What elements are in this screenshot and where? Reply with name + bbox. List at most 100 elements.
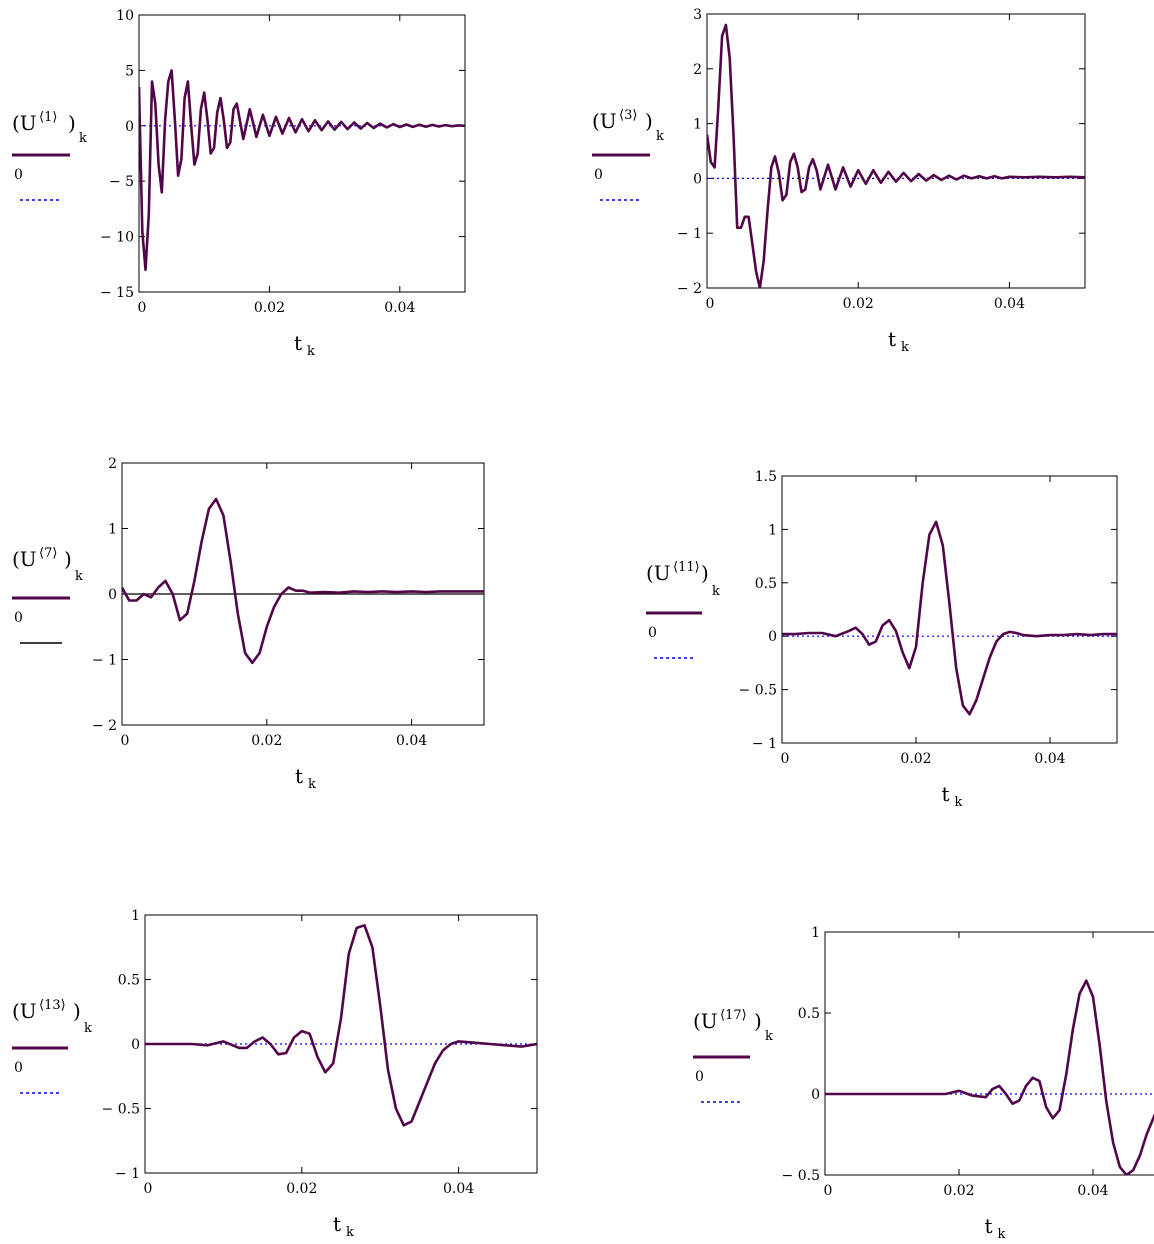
x-tick-label: 0 (781, 751, 790, 767)
y-axis-label-base: (U (592, 109, 617, 133)
plot-frame (824, 931, 1154, 1176)
x-tick-label: 0.04 (443, 1181, 474, 1197)
chart-4: 1.510.50− 0.5− 10 0.02 0.04t k(U ⟨11⟩)k0 (646, 469, 1118, 810)
x-tick-label: 0 (706, 296, 715, 312)
y-tick-label: 0 (811, 1087, 820, 1103)
x-axis-label-subscript: k (901, 340, 909, 355)
x-axis-label: t (294, 331, 302, 355)
chart-6: 10.50− 0.50 0.02 0.04t k(U ⟨17⟩)k0 (693, 925, 1154, 1242)
y-tick-label: 1 (811, 925, 820, 941)
y-tick-label: 0 (693, 171, 702, 187)
y-axis-label-subscript: k (75, 569, 83, 584)
legend-label-zero: 0 (594, 167, 603, 183)
chart-5: 10.50− 0.5− 10 0.02 0.04t k(U ⟨13⟩)k0 (12, 908, 538, 1240)
y-tick-label: − 1 (752, 736, 777, 752)
y-axis-label: (U ⟨11⟩)k (646, 560, 720, 599)
y-axis-label-superscript: ⟨17⟩ (720, 1008, 747, 1023)
x-tick-label: 0.04 (384, 300, 415, 316)
x-axis-label-subscript: k (998, 1227, 1006, 1242)
x-tick-label: 0.04 (1077, 1183, 1108, 1199)
x-axis-label: t (333, 1212, 341, 1236)
x-axis-label-subscript: k (308, 777, 316, 792)
y-axis-label-close: ) (73, 999, 81, 1023)
y-axis-label-close: ) (645, 109, 653, 133)
x-tick-label: 0 (824, 1183, 833, 1199)
y-axis-label: (U ⟨1⟩)k (12, 110, 87, 146)
signal-series-line (139, 69, 465, 272)
x-tick-label: 0 (138, 300, 147, 316)
y-tick-label: 0 (125, 119, 134, 135)
y-axis-label-superscript: ⟨11⟩ (673, 560, 700, 575)
y-tick-label: 1 (131, 908, 140, 924)
x-axis-label: t (888, 327, 896, 351)
y-axis-label-superscript: ⟨7⟩ (39, 546, 57, 561)
y-tick-label: − 2 (677, 281, 702, 297)
y-tick-label: 0 (131, 1037, 140, 1053)
x-tick-label: 0.02 (251, 733, 282, 749)
y-axis-label: (U ⟨7⟩)k (12, 546, 83, 584)
y-tick-label: 0.5 (798, 1006, 820, 1022)
x-tick-label: 0.02 (254, 300, 285, 316)
x-axis-label: t (941, 782, 949, 806)
y-axis-label-subscript: k (84, 1021, 92, 1036)
y-axis-label-base: (U (12, 547, 37, 571)
y-tick-label: − 2 (92, 718, 117, 734)
legend-label-zero: 0 (14, 610, 23, 626)
y-tick-label: 0 (768, 629, 777, 645)
x-tick-label: 0.04 (1034, 751, 1065, 767)
y-tick-label: 0.5 (118, 973, 140, 989)
y-tick-label: − 1 (677, 226, 702, 242)
y-axis-label-subscript: k (656, 129, 664, 144)
x-tick-label: 0.02 (943, 1183, 974, 1199)
y-tick-label: − 0.5 (782, 1168, 820, 1184)
y-axis-label-close: ) (68, 111, 76, 135)
y-axis-label-close: ) (701, 561, 709, 585)
signal-series-line (707, 23, 1085, 288)
y-tick-label: − 5 (109, 174, 134, 190)
plot-frame (706, 13, 1086, 289)
y-tick-label: − 0.5 (102, 1102, 140, 1118)
y-tick-label: 0 (108, 587, 117, 603)
y-axis-label-superscript: ⟨3⟩ (619, 108, 637, 123)
y-axis-label-superscript: ⟨1⟩ (39, 110, 57, 125)
y-tick-label: 10 (116, 8, 134, 24)
y-tick-label: 1 (768, 522, 777, 538)
y-axis-label-base: (U (693, 1009, 718, 1033)
y-tick-label: − 1 (115, 1166, 140, 1182)
y-axis-label-close: ) (64, 547, 72, 571)
plot-frame (138, 14, 466, 293)
y-axis-label-base: (U (12, 999, 37, 1023)
y-tick-label: 5 (125, 63, 134, 79)
signal-series-line (825, 979, 1154, 1175)
y-axis-label-subscript: k (765, 1029, 773, 1044)
y-axis-label-base: (U (12, 111, 37, 135)
x-axis-label-subscript: k (307, 344, 315, 359)
y-axis-label-subscript: k (712, 584, 720, 599)
legend-label-zero: 0 (695, 1069, 704, 1085)
chart-3: 210− 1− 20 0.02 0.04t k(U ⟨7⟩)k0 (12, 456, 485, 792)
y-tick-label: − 0.5 (739, 683, 777, 699)
y-tick-label: 0.5 (755, 576, 777, 592)
legend-label-zero: 0 (14, 167, 23, 183)
y-tick-label: − 10 (100, 230, 134, 246)
x-tick-label: 0.02 (286, 1181, 317, 1197)
x-tick-label: 0 (144, 1181, 153, 1197)
x-axis-label: t (984, 1214, 992, 1238)
y-tick-label: 2 (108, 456, 117, 472)
y-tick-label: 2 (693, 62, 702, 78)
y-axis-label-base: (U (646, 561, 671, 585)
y-tick-label: 1 (693, 117, 702, 133)
y-tick-label: 3 (693, 7, 702, 23)
y-axis-label-superscript: ⟨13⟩ (39, 998, 66, 1013)
y-axis-label: (U ⟨13⟩)k (12, 998, 92, 1036)
y-axis-label: (U ⟨17⟩)k (693, 1008, 773, 1044)
signal-series-line (145, 923, 537, 1127)
y-axis-label-subscript: k (79, 131, 87, 146)
y-axis-label-close: ) (754, 1009, 762, 1033)
y-tick-label: − 1 (92, 653, 117, 669)
plot-frame (781, 475, 1118, 744)
x-tick-label: 0.02 (900, 751, 931, 767)
y-tick-label: − 15 (100, 285, 134, 301)
